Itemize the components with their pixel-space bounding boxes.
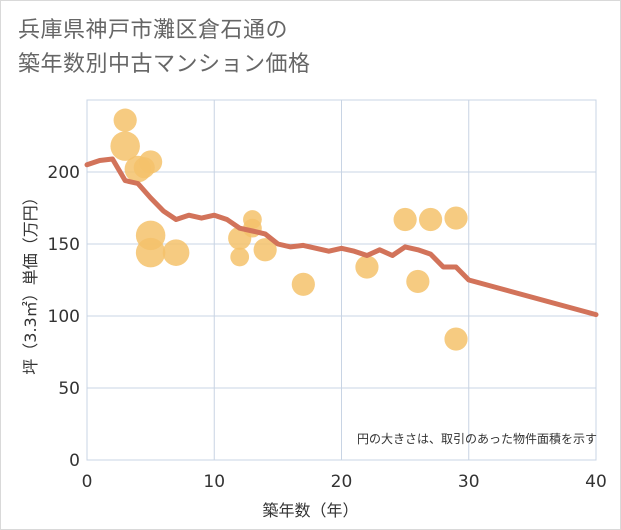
x-tick-label: 40: [585, 472, 607, 492]
x-tick-label: 0: [82, 472, 93, 492]
x-tick-labels: 0 10 20 30 40: [82, 472, 607, 492]
bubble: [230, 247, 250, 267]
bubble: [444, 327, 468, 351]
x-tick-label: 20: [331, 472, 353, 492]
bubble: [418, 207, 443, 232]
y-tick-label: 150: [48, 235, 80, 255]
y-tick-labels: 0 50 100 150 200: [48, 163, 80, 471]
x-axis-label: 築年数（年）: [262, 501, 359, 520]
y-tick-label: 0: [69, 451, 80, 471]
trend-line: [84, 156, 599, 318]
y-tick-label: 100: [48, 307, 80, 327]
bubble: [393, 207, 417, 232]
chart-title-line-2: 築年数別中古マンション価格: [18, 52, 311, 77]
grid-lines: [86, 99, 597, 461]
y-tick-label: 50: [58, 379, 80, 399]
trend-line-group: [84, 156, 599, 318]
bubble-size-note: 円の大きさは、取引のあった物件面積を示す: [356, 432, 597, 446]
y-tick-label: 200: [48, 163, 80, 183]
bubble: [162, 239, 190, 266]
y-axis-label: 坪（3.3㎡）単価（万円）: [21, 189, 40, 375]
bubble: [135, 237, 166, 268]
chart-title-line-1: 兵庫県神戸市灘区倉石通の: [18, 18, 289, 43]
bubble: [406, 269, 430, 294]
bubble: [291, 272, 315, 296]
bubble: [355, 255, 379, 279]
bubbles: [110, 108, 468, 351]
bubble: [139, 150, 163, 174]
bubble: [113, 108, 137, 132]
bubble: [444, 206, 468, 230]
chart-title: 兵庫県神戸市灘区倉石通の 築年数別中古マンション価格: [18, 14, 311, 82]
x-tick-label: 30: [458, 472, 480, 492]
x-tick-label: 10: [203, 472, 225, 492]
bubble: [110, 131, 140, 161]
bubble: [253, 238, 277, 262]
